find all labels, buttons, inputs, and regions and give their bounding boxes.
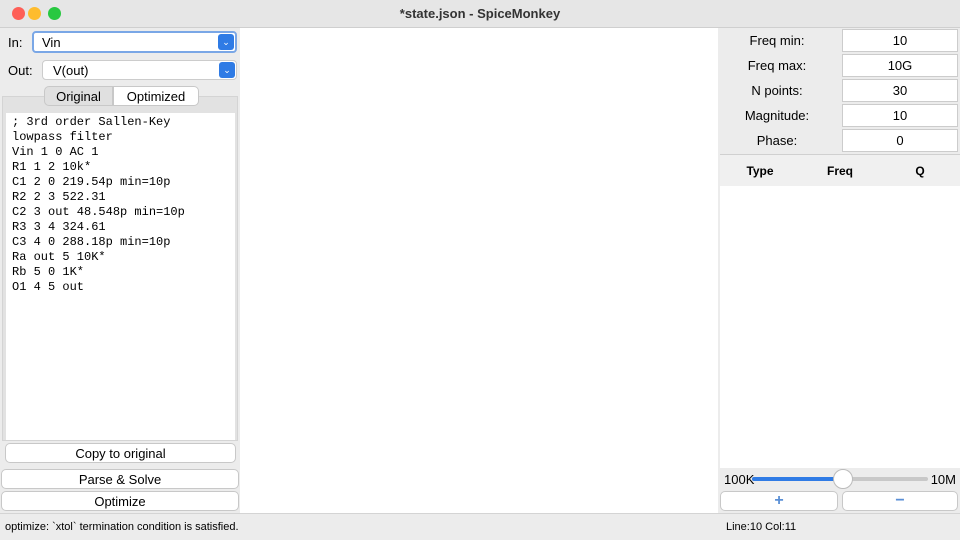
field-input[interactable]: 0 xyxy=(842,129,958,152)
minimize-button[interactable] xyxy=(28,7,41,20)
netlist-line: lowpass filter xyxy=(12,130,113,144)
out-combobox[interactable]: V(out) ⌄ xyxy=(42,60,237,80)
plot-canvas xyxy=(240,28,718,513)
pole-table: Type Freq Q xyxy=(720,154,960,468)
field-input[interactable]: 10 xyxy=(842,29,958,52)
slider-knob[interactable] xyxy=(833,469,853,489)
netlist-line: Rb 5 0 1K* xyxy=(12,265,85,279)
parse-button[interactable]: Parse & Solve xyxy=(1,469,239,489)
table-header[interactable]: Freq xyxy=(800,155,880,186)
zoom-button[interactable] xyxy=(48,7,61,20)
field-label: Phase: xyxy=(756,132,798,148)
dropdown-arrow[interactable]: ⌄ xyxy=(219,62,235,78)
netlist-line: C1 2 0 219.54p min=10p xyxy=(12,175,171,189)
netlist-editor[interactable]: ; 3rd order Sallen-Key lowpass filter Vin … xyxy=(6,113,235,440)
window-title: *state.json - SpiceMonkey xyxy=(399,6,561,21)
dropdown-arrow[interactable]: ⌄ xyxy=(218,34,234,50)
field-input[interactable]: 30 xyxy=(842,79,958,102)
field-input[interactable]: 10G xyxy=(842,54,958,77)
copy-button[interactable]: Copy to original xyxy=(5,443,236,463)
netlist-line: R3 3 4 324.61 xyxy=(12,220,106,234)
add-button[interactable]: + xyxy=(720,491,838,511)
netlist-line: R2 2 3 522.31 xyxy=(12,190,106,204)
left-panel: In: Vin ⌄ Out: V(out) ⌄ Original Optimiz… xyxy=(0,28,240,513)
out-value: V(out) xyxy=(53,62,89,78)
in-label: In: xyxy=(8,34,23,50)
netlist-line: ; 3rd order Sallen-Key xyxy=(12,115,171,129)
tab[interactable]: Optimized xyxy=(113,86,199,106)
table-header[interactable]: Q xyxy=(880,155,960,186)
field-label: Freq min: xyxy=(749,32,805,48)
netlist-line: O1 4 5 out xyxy=(12,280,85,294)
field-label: Magnitude: xyxy=(744,107,810,123)
remove-button[interactable]: − xyxy=(842,491,958,511)
in-value: Vin xyxy=(42,34,61,50)
netlist-line: Vin 1 0 AC 1 xyxy=(12,145,99,159)
cursor-position: Line:10 Col:11 xyxy=(726,521,797,533)
field-input[interactable]: 10 xyxy=(842,104,958,127)
field-label: N points: xyxy=(751,82,803,98)
table-header[interactable]: Type xyxy=(720,155,800,186)
tab[interactable]: Original xyxy=(44,86,113,106)
slider-max: 10M xyxy=(930,471,956,487)
in-combobox[interactable]: Vin ⌄ xyxy=(32,31,237,53)
netlist-line: C3 4 0 288.18p min=10p xyxy=(12,235,171,249)
optimize-button[interactable]: Optimize xyxy=(1,491,239,511)
title-bar: *state.json - SpiceMonkey xyxy=(0,0,960,28)
netlist-line: Ra out 5 10K* xyxy=(12,250,106,264)
netlist-line: R1 1 2 10k* xyxy=(12,160,92,174)
netlist-line: C2 3 out 48.548p min=10p xyxy=(12,205,185,219)
slider-min: 100K xyxy=(724,471,755,487)
status-message: optimize: `xtol` termination condition i… xyxy=(5,521,239,533)
field-label: Freq max: xyxy=(747,57,807,73)
right-panel: Freq min: 10 Freq max: 10G N points: 30 Magnit… xyxy=(718,28,960,513)
close-button[interactable] xyxy=(12,7,25,20)
out-label: Out: xyxy=(8,62,33,78)
status-bar: optimize: `xtol` termination condition i… xyxy=(0,513,960,540)
